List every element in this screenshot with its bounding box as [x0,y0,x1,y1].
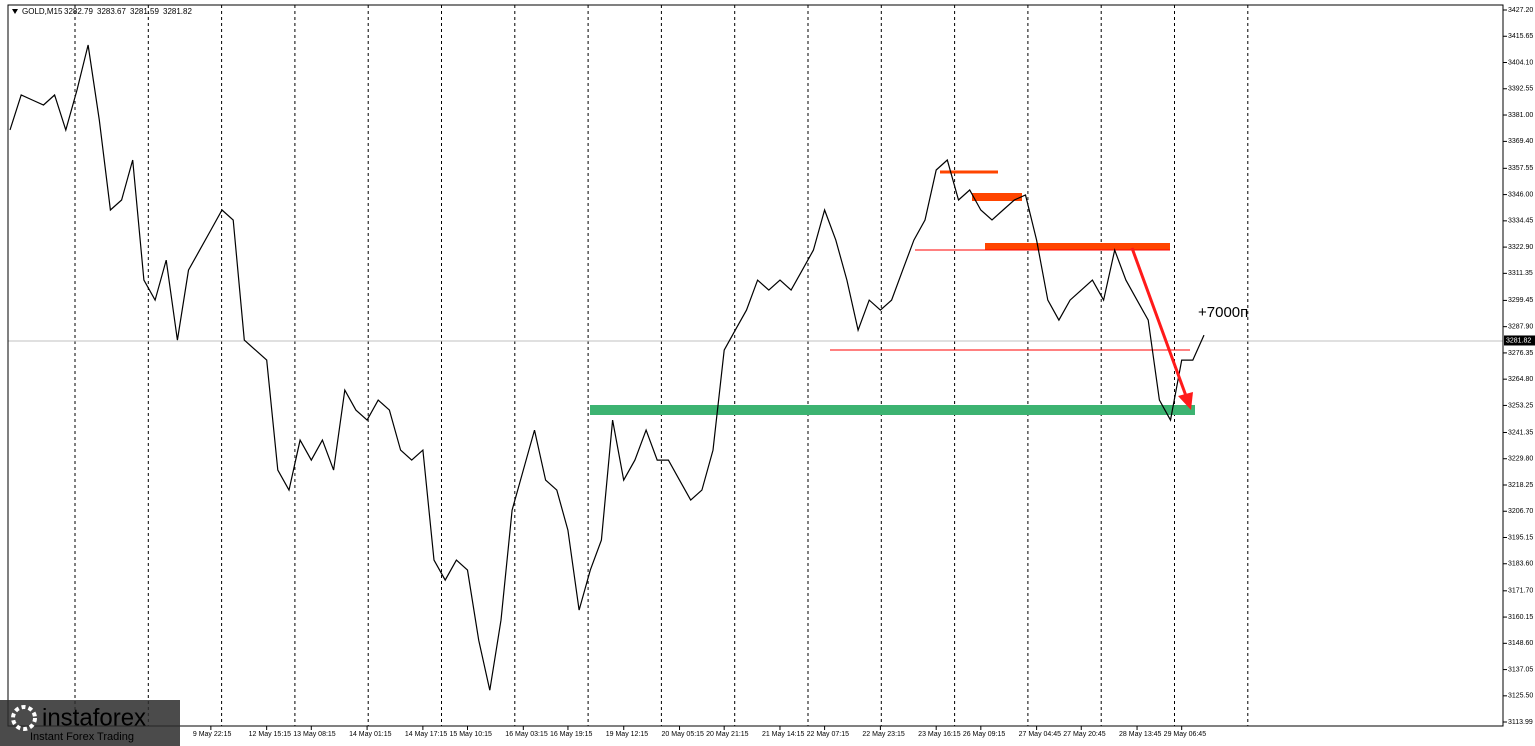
arrow [1130,247,1188,397]
current-price-label: 3281.82 [1506,337,1531,344]
y-tick-label: 3137.05 [1508,666,1533,673]
support-zone [590,405,1195,415]
logo: instaforex Instant Forex Trading [0,700,180,746]
x-tick-label: 22 May 07:15 [807,731,850,738]
x-tick-label: 22 May 23:15 [862,731,905,738]
high: 3283.67 [97,7,126,16]
symbol: GOLD,M15 [22,7,63,16]
y-tick-label: 3125.50 [1508,693,1533,700]
x-tick-label: 14 May 01:15 [349,731,392,738]
plot-frame [7,4,1504,727]
y-tick-label: 3299.45 [1508,297,1533,304]
x-tick-label: 20 May 21:15 [706,731,749,738]
x-tick-label: 29 May 06:45 [1164,731,1207,738]
y-tick-label: 3218.25 [1508,482,1533,489]
brand-name: instaforex [42,704,146,731]
x-tick-label: 15 May 10:15 [450,731,493,738]
y-tick-label: 3369.40 [1508,138,1533,145]
y-tick-label: 3346.00 [1508,191,1533,198]
y-tick-label: 3148.60 [1508,640,1533,647]
y-tick-label: 3427.20 [1508,7,1533,14]
y-tick-label: 3381.00 [1508,112,1533,119]
y-tick-label: 3183.60 [1508,561,1533,568]
price-line [9,44,1205,691]
y-tick-label: 3264.80 [1508,376,1533,383]
x-tick-label: 21 May 14:15 [762,731,805,738]
y-tick-label: 3287.90 [1508,324,1533,331]
y-tick-label: 3160.15 [1508,614,1533,621]
y-tick-label: 3171.70 [1508,588,1533,595]
annotation: +7000п [1198,304,1248,321]
close: 3281.82 [163,7,192,16]
y-tick-label: 3276.35 [1508,350,1533,357]
x-tick-label: 26 May 09:15 [963,731,1006,738]
y-tick-label: 3113.99 [1508,719,1533,726]
x-tick-label: 28 May 13:45 [1119,731,1162,738]
x-tick-label: 14 May 17:15 [405,731,448,738]
x-tick-label: 27 May 04:45 [1019,731,1062,738]
arrow-head [1178,392,1193,410]
y-tick-label: 3415.65 [1508,33,1533,40]
x-tick-label: 16 May 19:15 [550,731,593,738]
x-tick-label: 16 May 03:15 [505,731,548,738]
y-tick-label: 3334.45 [1508,218,1533,225]
y-tick-label: 3357.55 [1508,165,1533,172]
y-tick-label: 3311.35 [1508,270,1533,277]
y-tick-label: 3229.80 [1508,456,1533,463]
y-tick-label: 3241.35 [1508,429,1533,436]
low: 3281.59 [130,7,159,16]
x-tick-label: 20 May 05:15 [662,731,705,738]
separators [74,5,1249,726]
y-tick-label: 3195.15 [1508,534,1533,541]
y-tick-label: 3206.70 [1508,508,1533,515]
x-tick-label: 12 May 15:15 [249,731,292,738]
open: 3282.79 [64,7,93,16]
y-tick-label: 3404.10 [1508,59,1533,66]
x-tick-label: 23 May 16:15 [918,731,961,738]
x-tick-label: 19 May 12:15 [606,731,649,738]
x-tick-label: 9 May 22:15 [193,731,232,738]
x-tick-label: 27 May 20:45 [1063,731,1106,738]
y-tick-label: 3253.25 [1508,402,1533,409]
level-zone [985,243,1170,250]
level-zone [972,193,1022,201]
y-tick-label: 3322.90 [1508,244,1533,251]
current-price-box [1504,335,1535,346]
logo-icon [11,705,37,731]
x-tick-label: 13 May 08:15 [293,731,336,738]
menu-arrow [12,9,18,14]
brand-tagline: Instant Forex Trading [30,731,134,743]
series [9,44,1205,691]
y-tick-label: 3392.55 [1508,86,1533,93]
